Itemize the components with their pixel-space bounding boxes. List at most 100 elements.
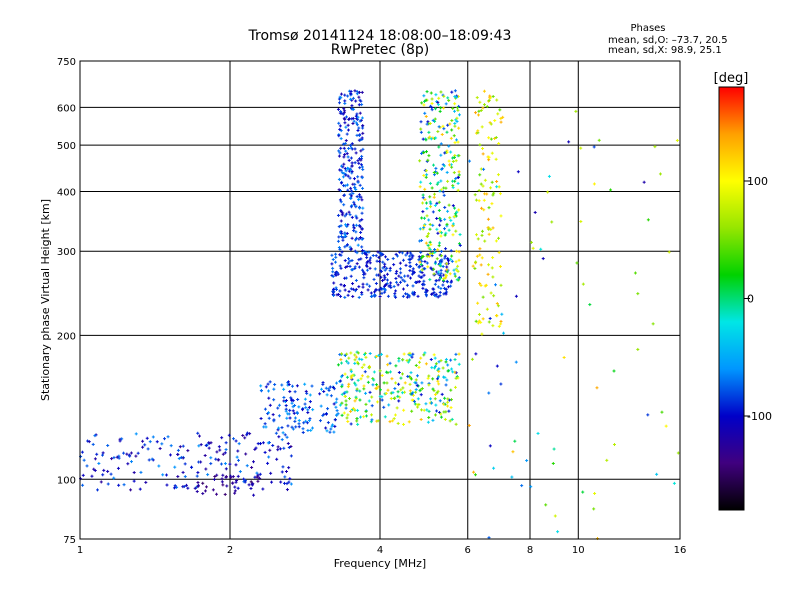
data-point — [250, 465, 254, 469]
data-point — [420, 381, 424, 385]
data-point — [597, 138, 601, 142]
data-point — [359, 149, 363, 153]
data-point — [353, 266, 357, 270]
data-point — [353, 161, 357, 165]
data-point — [348, 245, 352, 249]
data-point — [431, 377, 435, 381]
data-point — [253, 447, 257, 451]
data-point — [335, 413, 339, 417]
data-point — [336, 213, 340, 217]
data-point — [258, 476, 262, 480]
data-point — [394, 381, 398, 385]
data-point — [357, 161, 361, 165]
data-point — [360, 218, 364, 222]
data-point — [271, 413, 275, 417]
data-point — [494, 157, 498, 161]
data-point — [349, 168, 353, 172]
data-point — [353, 238, 357, 242]
data-point — [224, 448, 228, 452]
data-point — [263, 450, 267, 454]
data-point — [360, 291, 364, 295]
data-point — [216, 458, 220, 462]
data-point — [443, 396, 447, 400]
data-point — [443, 205, 447, 209]
data-point — [453, 274, 457, 278]
data-point — [325, 429, 329, 433]
data-point — [369, 420, 373, 424]
data-point — [357, 126, 361, 130]
data-point — [498, 265, 502, 269]
data-point — [579, 146, 583, 150]
data-point — [421, 196, 425, 200]
data-point — [424, 201, 428, 205]
data-point — [243, 436, 247, 440]
data-point — [343, 117, 347, 121]
data-point — [441, 283, 445, 287]
data-point — [478, 143, 482, 147]
data-point — [397, 382, 401, 386]
data-point — [181, 456, 185, 460]
data-point — [344, 173, 348, 177]
data-point — [427, 218, 431, 222]
data-point — [437, 360, 441, 364]
data-point — [234, 439, 238, 443]
data-point — [122, 451, 126, 455]
data-point — [339, 110, 343, 114]
data-point — [448, 163, 452, 167]
data-point — [474, 260, 478, 264]
data-point — [371, 254, 375, 258]
y-tick-label: 300 — [57, 247, 76, 258]
data-point — [454, 268, 458, 272]
data-point — [220, 436, 224, 440]
data-point — [434, 166, 438, 170]
data-point — [419, 418, 423, 422]
data-point — [129, 488, 133, 492]
data-point — [356, 351, 360, 355]
data-point — [439, 415, 443, 419]
data-point — [106, 469, 110, 473]
data-point — [403, 381, 407, 385]
data-point — [444, 410, 448, 414]
data-point — [494, 136, 498, 140]
data-point — [423, 260, 427, 264]
data-point — [342, 203, 346, 207]
data-point — [277, 403, 281, 407]
data-point — [553, 514, 557, 518]
data-point — [436, 285, 440, 289]
data-point — [351, 191, 355, 195]
data-point — [284, 404, 288, 408]
data-point — [339, 146, 343, 150]
data-point — [215, 492, 219, 496]
data-point — [337, 121, 341, 125]
data-point — [612, 443, 616, 447]
data-point — [401, 386, 405, 390]
data-point — [499, 283, 503, 287]
data-point — [296, 411, 300, 415]
data-point — [439, 106, 443, 110]
data-point — [433, 107, 437, 111]
data-point — [402, 352, 406, 356]
data-point — [529, 240, 533, 244]
data-point — [184, 483, 188, 487]
x-tick-label: 1 — [77, 545, 83, 556]
data-point — [481, 147, 485, 151]
data-point — [454, 376, 458, 380]
data-point — [280, 438, 284, 442]
data-point — [353, 147, 357, 151]
data-point — [362, 415, 366, 419]
data-point — [422, 283, 426, 287]
data-point — [455, 116, 459, 120]
data-point — [419, 120, 423, 124]
data-point — [451, 370, 455, 374]
plot-frame — [79, 60, 681, 540]
data-point — [355, 123, 359, 127]
data-point — [479, 283, 483, 287]
data-point — [419, 393, 423, 397]
data-point — [220, 477, 224, 481]
data-point — [477, 319, 481, 323]
data-point — [394, 252, 398, 256]
data-point — [399, 388, 403, 392]
data-point — [318, 392, 322, 396]
data-point — [476, 129, 480, 133]
x-tick-label: 6 — [465, 545, 471, 556]
